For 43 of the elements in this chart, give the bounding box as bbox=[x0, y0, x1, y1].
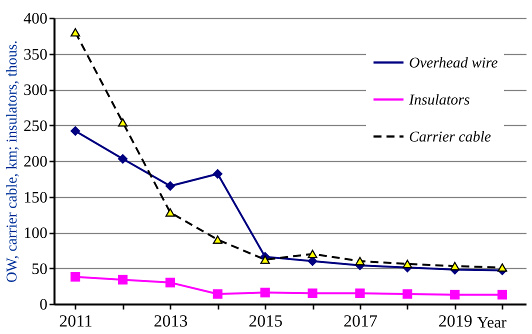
x-axis-title: Year bbox=[477, 314, 508, 332]
y-tick-label: 250 bbox=[24, 118, 48, 135]
legend-label: Insulators bbox=[408, 92, 470, 108]
x-tick-label: 2011 bbox=[59, 312, 93, 330]
point bbox=[165, 278, 176, 288]
y-tick-label: 150 bbox=[24, 189, 48, 206]
point bbox=[355, 288, 365, 298]
y-tick-label: 0 bbox=[40, 296, 48, 314]
point bbox=[118, 274, 128, 284]
point bbox=[450, 262, 460, 270]
point bbox=[70, 28, 80, 37]
point bbox=[118, 154, 128, 164]
y-tick-label: 400 bbox=[24, 10, 48, 28]
point bbox=[498, 263, 508, 272]
point bbox=[402, 260, 412, 268]
point bbox=[402, 289, 412, 299]
point bbox=[212, 235, 222, 244]
y-axis-title: OW, carrier cable, km; insulators, thous. bbox=[4, 40, 20, 283]
point bbox=[118, 118, 128, 127]
point bbox=[308, 250, 318, 258]
y-tick-label: 100 bbox=[24, 225, 48, 242]
y-tick-label: 200 bbox=[24, 154, 48, 170]
x-tick-label: 2013 bbox=[154, 312, 188, 330]
point bbox=[212, 289, 222, 299]
x-tick-label: 2017 bbox=[343, 312, 378, 330]
legend-label: Overhead wire bbox=[409, 56, 498, 72]
x-tick-label: 2015 bbox=[248, 312, 283, 330]
point bbox=[70, 272, 80, 282]
point bbox=[355, 256, 365, 266]
point bbox=[308, 288, 318, 298]
point bbox=[212, 169, 222, 179]
point bbox=[498, 290, 508, 300]
point bbox=[165, 181, 176, 191]
y-tick-label: 300 bbox=[24, 82, 48, 99]
legend-label: Carrier cable bbox=[409, 130, 492, 146]
x-tick-label: 2019 bbox=[438, 312, 472, 330]
point bbox=[260, 288, 270, 298]
point bbox=[70, 126, 80, 136]
y-tick-label: 50 bbox=[32, 260, 48, 278]
y-tick-label: 350 bbox=[24, 46, 48, 64]
point bbox=[450, 290, 460, 300]
point bbox=[260, 255, 270, 264]
point bbox=[165, 208, 176, 217]
